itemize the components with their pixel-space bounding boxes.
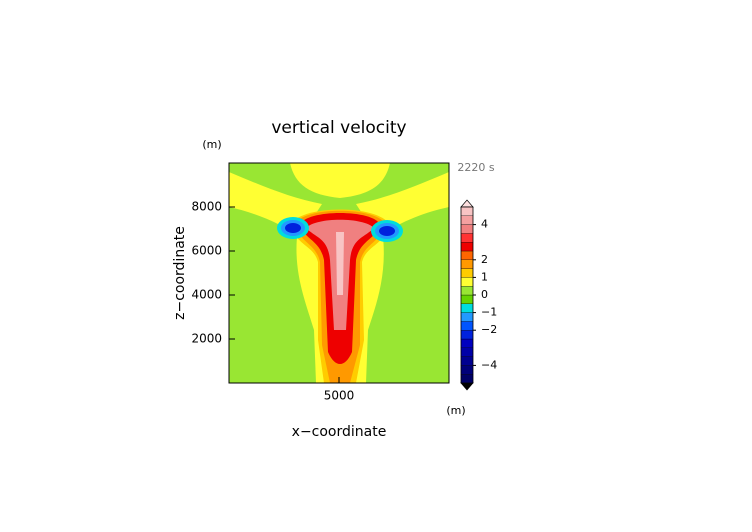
colorbar-band [460,286,474,296]
colorbar-tick-label: 4 [481,218,488,231]
colorbar-band [460,206,474,216]
colorbar-tick-label: −4 [481,358,497,371]
colorbar-band [460,242,474,252]
colorbar-band [460,303,474,313]
time-annotation: 2220 s [457,161,494,174]
colorbar-band [460,312,474,322]
y-unit: (m) [202,138,221,151]
colorbar-band [460,294,474,304]
contour-region [290,163,390,198]
colorbar-band [460,233,474,243]
y-tick-label: 2000 [191,332,222,346]
chart-title: vertical velocity [271,118,406,138]
y-tick-label: 4000 [191,288,222,302]
colorbar-band [460,374,474,384]
x-axis-label: x−coordinate [292,424,387,440]
contour-field [229,163,449,383]
colorbar-band [460,268,474,278]
colorbar-tick-label: 1 [481,270,488,283]
colorbar-tick-label: −2 [481,323,497,336]
colorbar-extend-bottom [460,382,474,391]
colorbar-band [460,250,474,260]
colorbar-tick-label: 2 [481,253,488,266]
x-tick-label: 5000 [324,389,355,403]
colorbar-band [460,347,474,357]
contour-region [285,223,301,233]
colorbar-band [460,321,474,331]
colorbar-extend-top [460,199,474,208]
colorbar-band [460,277,474,287]
colorbar-band [460,365,474,375]
y-tick-label: 8000 [191,200,222,214]
y-tick-label: 6000 [191,244,222,258]
colorbar-tick-label: −1 [481,306,497,319]
y-axis-label: z−coordinate [172,226,188,320]
x-unit: (m) [446,404,465,417]
colorbar-band [460,215,474,225]
colorbar-band [460,224,474,234]
colorbar-band [460,259,474,269]
contour-region [336,232,344,295]
colorbar-tick-label: 0 [481,288,488,301]
colorbar-band [460,330,474,340]
colorbar-band [460,356,474,366]
colorbar-band [460,338,474,348]
contour-region [379,226,395,236]
